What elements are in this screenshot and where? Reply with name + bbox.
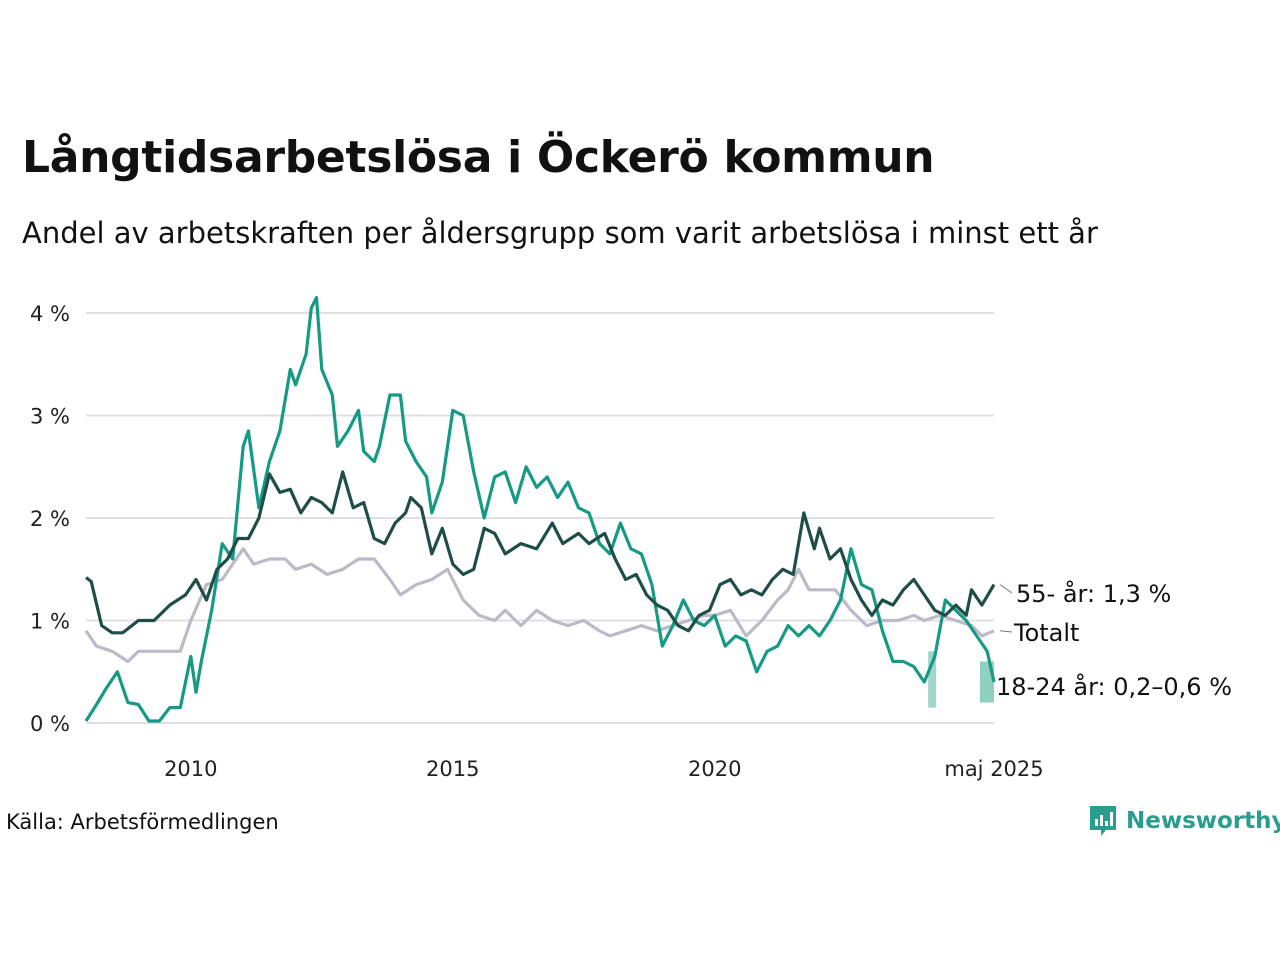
gridlines <box>86 312 994 724</box>
x-tick-label: 2010 <box>164 757 217 781</box>
uncertainty-bands <box>928 651 994 708</box>
y-tick-label: 1 % <box>30 610 70 634</box>
y-tick-label: 3 % <box>30 405 70 429</box>
label-leader <box>999 630 1013 633</box>
x-tick-label: 2015 <box>426 757 479 781</box>
series-line-total <box>84 547 995 664</box>
x-axis-ticks: 2010 2015 2020 maj 2025 <box>164 757 1044 781</box>
source-note: Källa: Arbetsförmedlingen <box>6 810 279 834</box>
series-end-label: 18-24 år: 0,2–0,6 % <box>996 672 1232 701</box>
series-lines <box>84 296 996 723</box>
page-subtitle: Andel av arbetskraften per åldersgrupp s… <box>22 216 1098 250</box>
brand-name: Newsworthy <box>1126 808 1280 834</box>
y-axis-ticks: 0 % 1 % 2 % 3 % 4 % <box>30 302 70 736</box>
y-tick-label: 4 % <box>30 302 70 326</box>
series-line-18-24 <box>84 296 996 723</box>
y-tick-label: 2 % <box>30 507 70 531</box>
end-labels: Totalt 55- år: 1,3 % 18-24 år: 0,2–0,6 % <box>996 579 1232 701</box>
x-tick-label: 2020 <box>688 757 741 781</box>
series-end-label: Totalt <box>1013 619 1079 647</box>
line-chart: 0 % 1 % 2 % 3 % 4 % 2010 2015 2020 maj 2025 Tot… <box>30 296 1232 781</box>
label-leader <box>999 584 1013 594</box>
series-end-label: 55- år: 1,3 % <box>1016 579 1171 608</box>
y-tick-label: 0 % <box>30 712 70 736</box>
brand-logo: Newsworthy <box>1088 804 1280 838</box>
newsworthy-logo-icon <box>1090 806 1116 836</box>
series-line-55 <box>85 470 996 635</box>
uncertainty-band <box>928 651 937 708</box>
page-title: Långtidsarbetslösa i Öckerö kommun <box>22 132 935 183</box>
x-tick-label: maj 2025 <box>944 757 1043 781</box>
